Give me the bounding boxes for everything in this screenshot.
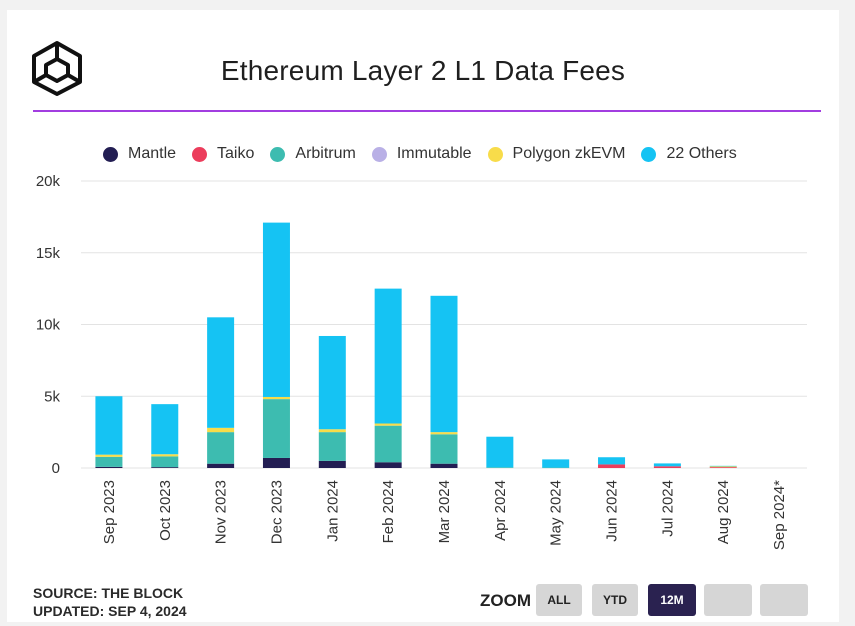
legend-label: Arbitrum — [295, 145, 356, 162]
bar-segment-mantle — [95, 466, 123, 468]
bar-segment-polygon-zkevm — [318, 429, 346, 433]
x-tick-label: Dec 2023 — [268, 480, 285, 544]
bar-segment-mantle — [207, 463, 235, 468]
bar-segment-polygon-zkevm — [430, 432, 458, 435]
legend-item-22-others[interactable]: 22 Others — [641, 145, 737, 163]
x-tick-label: Sep 2024* — [771, 480, 788, 550]
x-tick-label: Aug 2024 — [715, 480, 732, 544]
bar-segment-22-others — [542, 459, 570, 468]
stacked-bar-chart: 0 5k 10k 15k 20k Sep 2023 Oct 2023 Nov 2023 Dec … — [36, 173, 807, 550]
x-tick-label: Jun 2024 — [604, 480, 621, 542]
the-block-logo-icon — [32, 41, 82, 96]
bar-segment-arbitrum — [486, 467, 514, 468]
bar-segment-22-others — [709, 465, 737, 467]
zoom-button-4[interactable] — [704, 584, 752, 616]
x-tick-label: Sep 2023 — [101, 480, 118, 544]
bar-segment-mantle — [374, 462, 402, 468]
bar-segment-polygon-zkevm — [262, 396, 290, 400]
legend-swatch — [192, 146, 208, 162]
legend-swatch — [270, 146, 286, 162]
y-tick-label: 20k — [36, 173, 61, 190]
bar-segment-arbitrum — [318, 432, 346, 461]
y-tick-label: 0 — [52, 460, 60, 477]
bar-segment-mantle — [151, 467, 179, 468]
bar-segment-arbitrum — [430, 434, 458, 464]
bar-segment-22-others — [653, 463, 681, 467]
legend-label: 22 Others — [666, 145, 737, 162]
legend-label: Mantle — [128, 145, 177, 162]
legend-swatch — [371, 146, 387, 162]
x-tick-label: Nov 2023 — [213, 480, 230, 544]
source-note: SOURCE: THE BLOCK UPDATED: SEP 4, 2024 — [33, 584, 187, 620]
bar-segment-22-others — [374, 288, 402, 424]
legend-item-polygon-zkevm[interactable]: Polygon zkEVM — [487, 145, 626, 163]
legend-swatch — [641, 146, 657, 162]
bar-segment-taiko — [598, 464, 626, 468]
bar-segment-22-others — [318, 335, 346, 430]
bar-segment-taiko — [653, 466, 681, 468]
bar-segment-polygon-zkevm — [151, 454, 179, 457]
bar-segment-arbitrum — [95, 456, 123, 467]
updated-line: UPDATED: SEP 4, 2024 — [33, 603, 187, 619]
legend-swatch — [103, 146, 118, 162]
y-tick-label: 5k — [44, 388, 60, 405]
bar-segment-mantle — [262, 457, 290, 468]
source-line: SOURCE: THE BLOCK — [33, 585, 184, 601]
x-tick-label: Feb 2024 — [380, 480, 397, 543]
x-tick-label: Jan 2024 — [324, 480, 341, 542]
zoom-all-button[interactable]: ALL — [536, 584, 582, 616]
title-divider — [33, 110, 821, 112]
bar-segment-22-others — [262, 222, 290, 397]
bar-segment-arbitrum — [207, 432, 235, 464]
bar-segment-22-others — [207, 317, 235, 428]
bar-segment-arbitrum — [374, 425, 402, 463]
x-tick-label: Jul 2024 — [659, 480, 676, 537]
chart-card: Ethereum Layer 2 L1 Data Fees Mantle Taik… — [7, 10, 839, 622]
bar-segment-arbitrum — [542, 467, 570, 469]
bar-segment-polygon-zkevm — [95, 454, 123, 457]
chart-title: Ethereum Layer 2 L1 Data Fees — [220, 55, 626, 86]
legend-label: Immutable — [396, 145, 472, 162]
bar-segment-22-others — [430, 295, 458, 433]
x-tick-label: Mar 2024 — [436, 480, 453, 543]
bar-segment-polygon-zkevm — [709, 466, 737, 468]
legend-item-taiko[interactable]: Taiko — [192, 145, 254, 163]
chart-legend: Mantle Taiko Arbitrum Immutable Polygon zkEV… — [103, 145, 753, 163]
y-tick-label: 15k — [36, 245, 61, 262]
legend-item-mantle[interactable]: Mantle — [103, 145, 176, 163]
zoom-label: ZOOM — [480, 591, 531, 610]
bar-segment-polygon-zkevm — [374, 423, 402, 426]
legend-label: Taiko — [217, 145, 255, 162]
x-tick-label: Oct 2023 — [157, 480, 174, 541]
bar-segment-22-others — [598, 457, 626, 465]
y-tick-label: 10k — [36, 317, 61, 334]
zoom-button-5[interactable] — [760, 584, 808, 616]
legend-item-immutable[interactable]: Immutable — [371, 145, 472, 163]
bar-segment-mantle — [318, 460, 346, 468]
bar-segment-arbitrum — [151, 456, 179, 468]
bar-segment-mantle — [430, 463, 458, 468]
legend-label: Polygon zkEVM — [512, 145, 626, 162]
bar-segment-22-others — [486, 436, 514, 468]
x-tick-label: Apr 2024 — [492, 480, 509, 541]
bar-segment-polygon-zkevm — [207, 427, 235, 433]
legend-swatch — [487, 146, 503, 162]
bar-segment-22-others — [151, 404, 179, 455]
x-tick-label: May 2024 — [548, 480, 565, 546]
legend-item-arbitrum[interactable]: Arbitrum — [270, 145, 356, 163]
bar-segment-taiko — [709, 467, 737, 468]
zoom-12m-button[interactable]: 12M — [648, 584, 696, 616]
bar-segment-arbitrum — [262, 399, 290, 458]
zoom-ytd-button[interactable]: YTD — [592, 584, 638, 616]
bar-segment-22-others — [95, 396, 123, 455]
